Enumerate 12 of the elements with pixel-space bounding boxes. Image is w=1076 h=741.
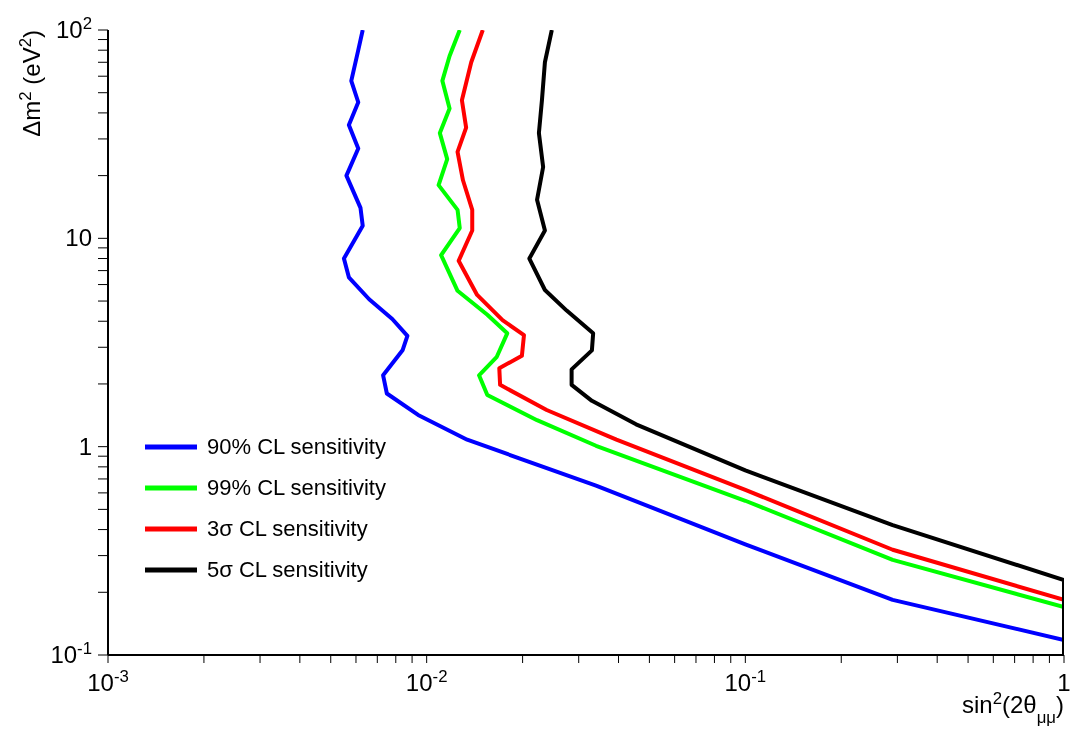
x-tick-label: 10$^{-2}$ — [405, 666, 448, 696]
x-tick-label: 10$^{-3}$ — [87, 666, 129, 696]
y-tick-label: 1 — [78, 432, 92, 460]
x-tick-label: 10$^{-1}$ — [724, 666, 767, 696]
y-tick-label: 10$^{2}$ — [55, 13, 92, 43]
legend-label: 99% CL sensitivity — [207, 474, 386, 501]
legend-label: 90% CL sensitivity — [207, 433, 386, 460]
legend-label: 5σ CL sensitivity — [207, 556, 368, 583]
x-tick-label: 1 — [1057, 669, 1071, 696]
legend-label: 3σ CL sensitivity — [207, 515, 368, 542]
y-tick-label: 10 — [65, 224, 92, 252]
y-tick-label: 10$^{-1}$ — [50, 638, 92, 668]
